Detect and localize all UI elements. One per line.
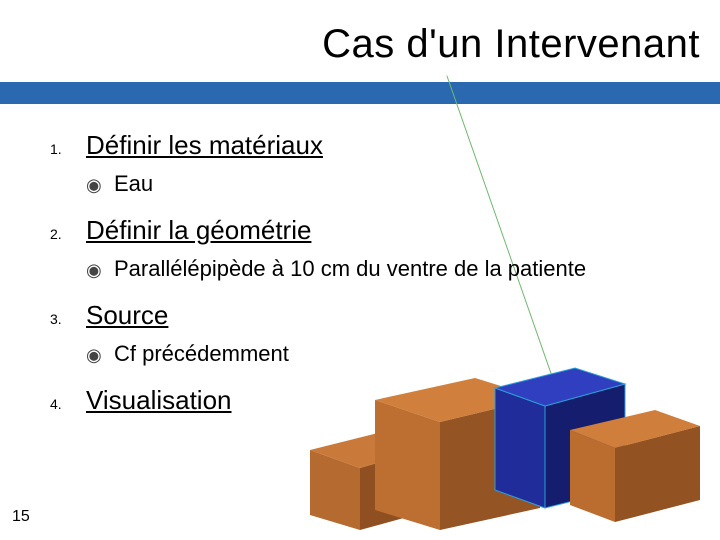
sub-row: ◉ Cf précédemment xyxy=(86,341,700,367)
sub-text: Parallélépipède à 10 cm du ventre de la … xyxy=(114,256,586,282)
content-list: 1. Définir les matériaux ◉ Eau 2. Défini… xyxy=(50,130,700,434)
page-number: 15 xyxy=(12,508,30,526)
sub-text: Eau xyxy=(114,171,153,197)
item-number: 2. xyxy=(50,226,86,242)
list-item-1: 1. Définir les matériaux ◉ Eau xyxy=(50,130,700,197)
bullet-icon: ◉ xyxy=(86,260,114,281)
bullet-icon: ◉ xyxy=(86,345,114,366)
item-number: 4. xyxy=(50,396,86,412)
item-heading: Visualisation xyxy=(86,385,232,416)
list-row: 2. Définir la géométrie xyxy=(50,215,700,246)
list-item-2: 2. Définir la géométrie ◉ Parallélépipèd… xyxy=(50,215,700,282)
sub-text: Cf précédemment xyxy=(114,341,289,367)
title-underline-bar xyxy=(0,82,720,104)
item-heading: Définir les matériaux xyxy=(86,130,323,161)
bullet-icon: ◉ xyxy=(86,175,114,196)
sub-row: ◉ Parallélépipède à 10 cm du ventre de l… xyxy=(86,256,700,282)
box-left xyxy=(310,430,440,530)
item-heading: Définir la géométrie xyxy=(86,215,311,246)
item-heading: Source xyxy=(86,300,168,331)
list-row: 1. Définir les matériaux xyxy=(50,130,700,161)
item-number: 3. xyxy=(50,311,86,327)
list-item-4: 4. Visualisation xyxy=(50,385,700,416)
list-row: 4. Visualisation xyxy=(50,385,700,416)
list-item-3: 3. Source ◉ Cf précédemment xyxy=(50,300,700,367)
slide-title: Cas d'un Intervenant xyxy=(0,22,700,67)
slide: Cas d'un Intervenant 1. Définir les maté… xyxy=(0,0,720,540)
list-row: 3. Source xyxy=(50,300,700,331)
sub-row: ◉ Eau xyxy=(86,171,700,197)
item-number: 1. xyxy=(50,141,86,157)
